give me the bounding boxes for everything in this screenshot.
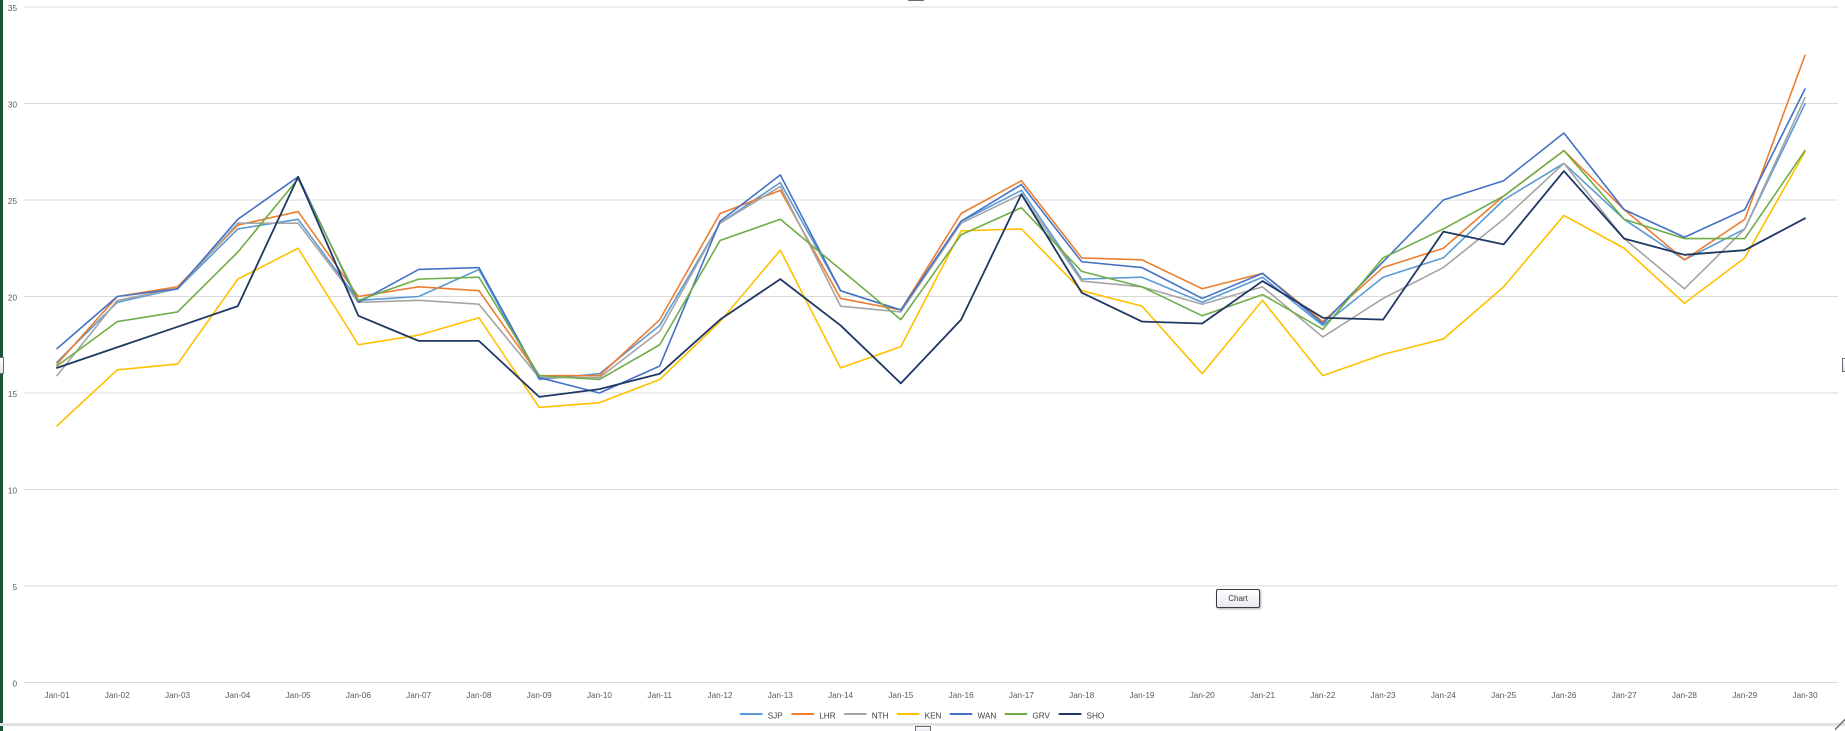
svg-text:Jan-01: Jan-01 [44,691,69,700]
svg-text:Jan-06: Jan-06 [346,691,371,700]
svg-text:Jan-17: Jan-17 [1009,691,1034,700]
svg-text:30: 30 [8,101,18,110]
svg-text:Jan-05: Jan-05 [286,691,311,700]
svg-text:15: 15 [8,390,18,399]
svg-text:Jan-13: Jan-13 [768,691,793,700]
svg-text:Jan-10: Jan-10 [587,691,612,700]
svg-text:Jan-04: Jan-04 [225,691,250,700]
svg-text:Jan-12: Jan-12 [708,691,733,700]
svg-text:Jan-20: Jan-20 [1190,691,1215,700]
svg-text:0: 0 [12,680,17,689]
svg-text:Jan-08: Jan-08 [466,691,491,700]
svg-text:NTH: NTH [872,712,889,721]
svg-text:Jan-14: Jan-14 [828,691,853,700]
svg-text:Jan-24: Jan-24 [1431,691,1456,700]
svg-text:Jan-23: Jan-23 [1371,691,1396,700]
svg-text:Jan-26: Jan-26 [1551,691,1576,700]
svg-text:SHO: SHO [1087,712,1105,721]
svg-text:Jan-21: Jan-21 [1250,691,1275,700]
svg-text:Jan-25: Jan-25 [1491,691,1516,700]
svg-text:25: 25 [8,197,18,206]
svg-text:Jan-27: Jan-27 [1612,691,1637,700]
svg-text:Jan-28: Jan-28 [1672,691,1697,700]
svg-text:Jan-09: Jan-09 [527,691,552,700]
svg-text:Jan-11: Jan-11 [648,691,673,700]
svg-text:20: 20 [8,294,18,303]
svg-text:Jan-07: Jan-07 [406,691,431,700]
svg-text:Jan-18: Jan-18 [1069,691,1094,700]
svg-text:GRV: GRV [1032,712,1050,721]
svg-text:KEN: KEN [925,712,942,721]
svg-text:10: 10 [8,487,18,496]
svg-text:Jan-19: Jan-19 [1129,691,1154,700]
svg-text:LHR: LHR [819,712,835,721]
svg-text:Jan-16: Jan-16 [949,691,974,700]
svg-text:Jan-29: Jan-29 [1732,691,1757,700]
svg-text:35: 35 [8,4,18,13]
svg-text:Jan-22: Jan-22 [1310,691,1335,700]
svg-text:5: 5 [12,583,17,592]
svg-text:Jan-03: Jan-03 [165,691,190,700]
svg-text:Jan-02: Jan-02 [105,691,130,700]
svg-text:Jan-30: Jan-30 [1792,691,1817,700]
svg-text:Jan-15: Jan-15 [888,691,913,700]
svg-text:WAN: WAN [978,712,997,721]
svg-text:SJP: SJP [768,712,784,721]
